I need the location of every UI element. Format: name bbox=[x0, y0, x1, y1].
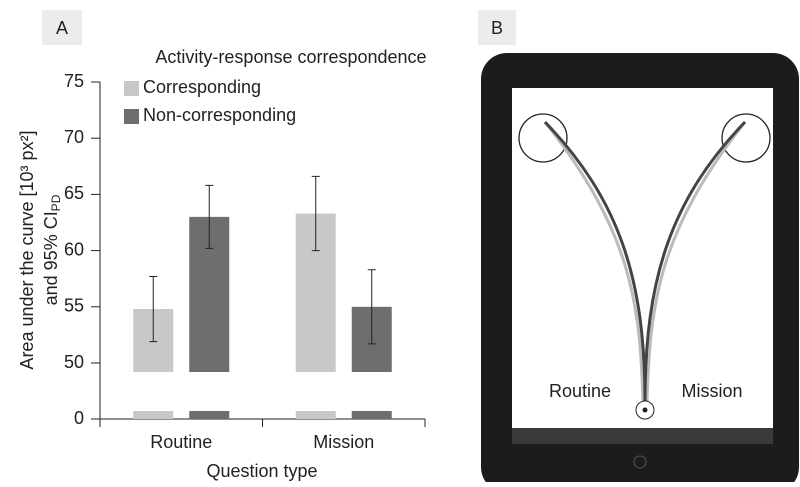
x-tick-label: Routine bbox=[150, 432, 212, 452]
y-tick-label: 0 bbox=[74, 408, 84, 428]
tablet-bar bbox=[512, 428, 773, 444]
legend-swatch bbox=[124, 81, 139, 96]
legend-title: Activity-response correspondence bbox=[155, 47, 426, 67]
x-tick-label: Mission bbox=[313, 432, 374, 452]
x-axis-label: Question type bbox=[206, 461, 317, 481]
bar-base bbox=[189, 411, 230, 419]
y-axis-label: and 95% CIPD bbox=[41, 194, 63, 305]
start-dot bbox=[642, 407, 648, 413]
error-bar bbox=[149, 275, 158, 343]
tablet-label: Routine bbox=[549, 381, 611, 401]
y-axis-label-line: and 95% CI bbox=[41, 211, 61, 305]
panel-label: A bbox=[56, 18, 68, 38]
panel-label-box bbox=[42, 10, 82, 45]
bar-base bbox=[133, 411, 174, 419]
y-axis-label-sub: PD bbox=[49, 194, 63, 211]
trajectory bbox=[645, 121, 747, 403]
tablet: Routine Mission bbox=[481, 53, 799, 487]
trajectory bbox=[643, 120, 747, 403]
y-tick-label: 60 bbox=[64, 239, 84, 259]
panel-label-box bbox=[478, 10, 516, 45]
tablet-label: Mission bbox=[681, 381, 742, 401]
bar-base bbox=[295, 411, 336, 419]
error-bar bbox=[311, 175, 320, 252]
y-axis-label: Area under the curve [10³ px²] bbox=[17, 130, 37, 369]
target-circle bbox=[518, 113, 568, 163]
error-bar bbox=[205, 184, 214, 249]
error-bar bbox=[367, 269, 376, 345]
y-tick-label: 55 bbox=[64, 296, 84, 316]
y-tick-label: 65 bbox=[64, 183, 84, 203]
panel-label: B bbox=[491, 18, 503, 38]
bar-base bbox=[351, 411, 392, 419]
y-tick-label: 50 bbox=[64, 352, 84, 372]
trajectory bbox=[543, 120, 647, 403]
legend-swatch bbox=[124, 109, 139, 124]
legend-label: Corresponding bbox=[143, 77, 261, 97]
legend-label: Non-corresponding bbox=[143, 105, 296, 125]
home-button bbox=[633, 455, 647, 469]
target-circle bbox=[721, 113, 771, 163]
y-tick-label: 75 bbox=[64, 71, 84, 91]
y-tick-label: 70 bbox=[64, 127, 84, 147]
trajectory bbox=[543, 121, 645, 403]
